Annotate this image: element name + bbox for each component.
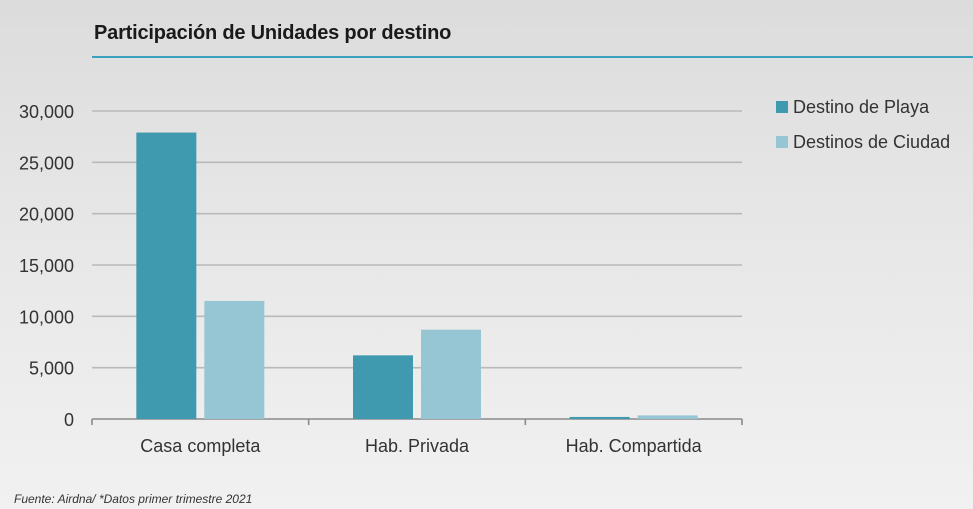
bar <box>204 300 265 419</box>
y-tick-label: 10,000 <box>19 307 74 327</box>
legend-swatch-playa <box>776 101 788 113</box>
y-tick-label: 20,000 <box>19 205 74 225</box>
y-tick-label: 5,000 <box>29 359 74 379</box>
bar <box>421 329 481 419</box>
bar <box>569 416 630 419</box>
legend-label-playa: Destino de Playa <box>793 96 930 117</box>
legend-label-ciudad: Destinos de Ciudad <box>793 131 951 152</box>
y-tick-label: 25,000 <box>19 153 74 173</box>
x-tick-label: Casa completa <box>140 436 261 456</box>
y-tick-label: 30,000 <box>19 102 74 122</box>
chart-title: Participación de Unidades por destino <box>94 22 452 44</box>
legend: Destino de Playa Destinos de Ciudad <box>776 96 950 166</box>
y-tick-label: 0 <box>64 410 74 430</box>
source-footnote: Fuente: Airdna/ *Datos primer trimestre … <box>14 492 253 506</box>
title-underline <box>92 56 973 58</box>
bar <box>637 415 698 419</box>
x-tick-label: Hab. Compartida <box>566 436 703 456</box>
legend-swatch-ciudad <box>776 136 788 148</box>
bar <box>136 132 197 419</box>
legend-item-playa: Destino de Playa <box>776 96 950 118</box>
x-tick-label: Hab. Privada <box>365 436 470 456</box>
legend-item-ciudad: Destinos de Ciudad <box>776 131 950 153</box>
y-tick-label: 15,000 <box>19 256 74 276</box>
bar <box>353 355 413 419</box>
